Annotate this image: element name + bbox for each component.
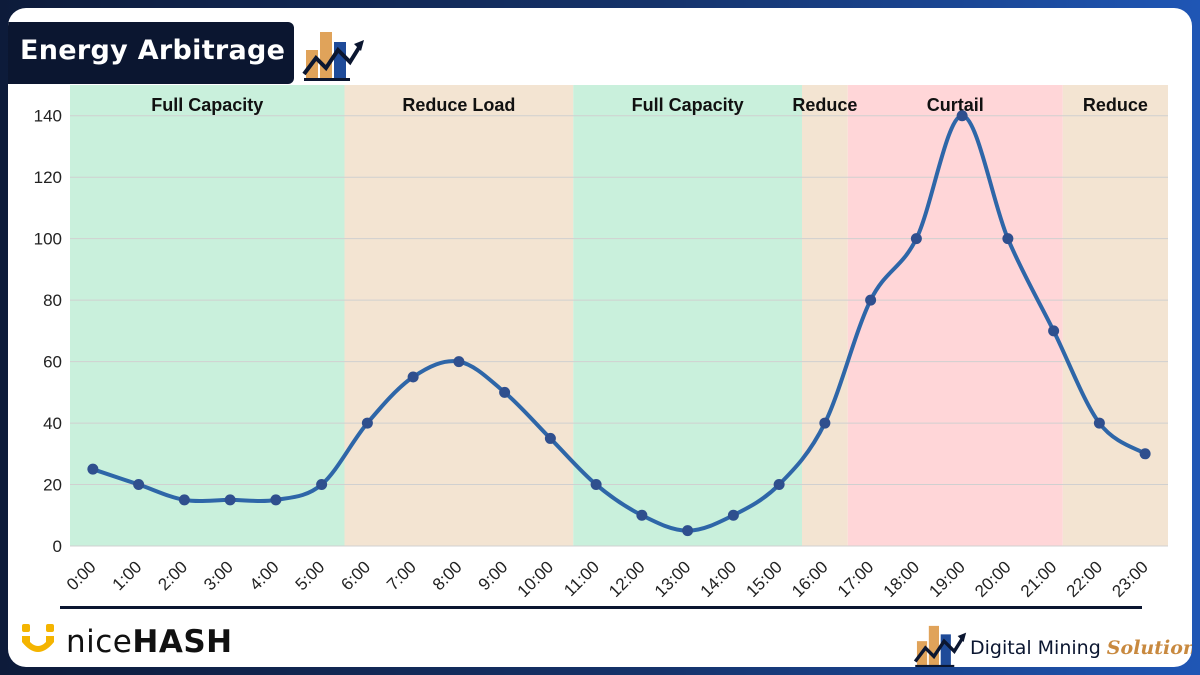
x-tick-1: 1:00 — [109, 557, 146, 594]
data-point-7:00 — [407, 371, 419, 383]
page-title: Energy Arbitrage — [20, 35, 286, 66]
dms-footer-logo-icon — [913, 625, 967, 667]
data-point-23:00 — [1139, 448, 1151, 460]
dms-wordmark: Digital Mining Solutions — [970, 637, 1192, 659]
data-point-6:00 — [361, 417, 373, 429]
band-reduce-1 — [344, 85, 574, 546]
x-tick-14: 14:00 — [697, 557, 741, 601]
data-point-4:00 — [270, 494, 282, 506]
x-tick-6: 6:00 — [337, 557, 374, 594]
x-tick-9: 9:00 — [475, 557, 512, 594]
chart-bands — [70, 85, 1168, 546]
band-curtail-4 — [847, 85, 1063, 546]
x-tick-22: 22:00 — [1063, 557, 1107, 601]
chart-band-labels: Full Capacity Reduce Load Full Capacity Red… — [151, 95, 1148, 115]
x-tick-3: 3:00 — [200, 557, 237, 594]
x-tick-18: 18:00 — [880, 557, 924, 601]
nicehash-wordmark-light: nice — [66, 624, 133, 660]
x-tick-8: 8:00 — [429, 557, 466, 594]
y-tick-40: 40 — [43, 414, 62, 433]
x-tick-23: 23:00 — [1108, 557, 1152, 601]
y-tick-100: 100 — [34, 230, 62, 249]
x-tick-13: 13:00 — [651, 557, 695, 601]
band-label-3: Reduce — [792, 95, 857, 115]
data-point-17:00 — [865, 294, 877, 306]
x-tick-21: 21:00 — [1017, 557, 1061, 601]
y-tick-120: 120 — [34, 168, 62, 187]
data-point-0:00 — [87, 463, 99, 475]
x-tick-15: 15:00 — [742, 557, 786, 601]
x-axis-tick-labels: 0:00 1:00 2:00 3:00 4:00 5:00 6:00 7:00 8:00 9:00… — [63, 557, 1152, 601]
line-chart: Full Capacity Reduce Load Full Capacity Red… — [34, 85, 1168, 601]
data-point-14:00 — [727, 509, 739, 521]
band-label-0: Full Capacity — [151, 95, 263, 115]
band-full_capacity-0 — [70, 85, 345, 546]
nicehash-logo-icon — [22, 624, 54, 652]
data-point-1:00 — [133, 479, 145, 491]
data-point-13:00 — [682, 525, 694, 537]
x-tick-10: 10:00 — [514, 557, 558, 601]
chart-gridlines — [70, 115, 1168, 547]
y-tick-20: 20 — [43, 476, 62, 495]
dms-wordmark-main: Digital Mining — [970, 637, 1107, 659]
x-tick-11: 11:00 — [560, 557, 603, 600]
nicehash-wordmark-bold: HASH — [132, 624, 233, 660]
band-label-1: Reduce Load — [402, 95, 515, 115]
x-tick-0: 0:00 — [63, 557, 100, 594]
x-tick-2: 2:00 — [154, 557, 191, 594]
data-point-3:00 — [224, 494, 236, 506]
dms-logo-icon — [302, 32, 364, 81]
dms-wordmark-accent: Solutions — [1106, 637, 1192, 659]
y-tick-0: 0 — [53, 537, 62, 556]
y-tick-140: 140 — [34, 107, 62, 126]
data-point-21:00 — [1048, 325, 1060, 337]
x-tick-19: 19:00 — [925, 557, 969, 601]
x-tick-17: 17:00 — [834, 557, 878, 601]
band-reduce-3 — [802, 85, 848, 546]
x-tick-7: 7:00 — [383, 557, 420, 594]
y-axis-tick-labels: 0 20 40 60 80 100 120 140 — [34, 107, 62, 556]
chart-card: Full Capacity Reduce Load Full Capacity Red… — [8, 8, 1192, 667]
band-label-4: Curtail — [927, 95, 984, 115]
band-label-5: Reduce — [1083, 95, 1148, 115]
data-point-10:00 — [544, 432, 556, 444]
band-full_capacity-2 — [573, 85, 802, 546]
band-reduce-5 — [1062, 85, 1168, 546]
data-point-12:00 — [636, 509, 648, 521]
x-tick-12: 12:00 — [605, 557, 649, 601]
data-point-5:00 — [316, 479, 328, 491]
x-tick-20: 20:00 — [971, 557, 1015, 601]
band-label-2: Full Capacity — [632, 95, 744, 115]
y-tick-60: 60 — [43, 353, 62, 372]
data-point-2:00 — [178, 494, 190, 506]
nicehash-wordmark: niceHASH — [66, 624, 233, 660]
data-point-16:00 — [819, 417, 831, 429]
x-tick-5: 5:00 — [292, 557, 329, 594]
series-points — [87, 110, 1151, 537]
data-point-9:00 — [499, 386, 511, 398]
series-line — [90, 113, 1148, 533]
data-point-8:00 — [453, 356, 465, 368]
data-point-18:00 — [910, 233, 922, 245]
x-tick-4: 4:00 — [246, 557, 283, 594]
data-point-19:00 — [956, 110, 968, 122]
y-tick-80: 80 — [43, 291, 62, 310]
data-point-22:00 — [1093, 417, 1105, 429]
x-tick-16: 16:00 — [788, 557, 832, 601]
data-point-20:00 — [1002, 233, 1014, 245]
data-point-15:00 — [773, 479, 785, 491]
title-banner: Energy Arbitrage — [8, 22, 294, 84]
footer-divider — [60, 606, 1142, 609]
data-point-11:00 — [590, 479, 602, 491]
